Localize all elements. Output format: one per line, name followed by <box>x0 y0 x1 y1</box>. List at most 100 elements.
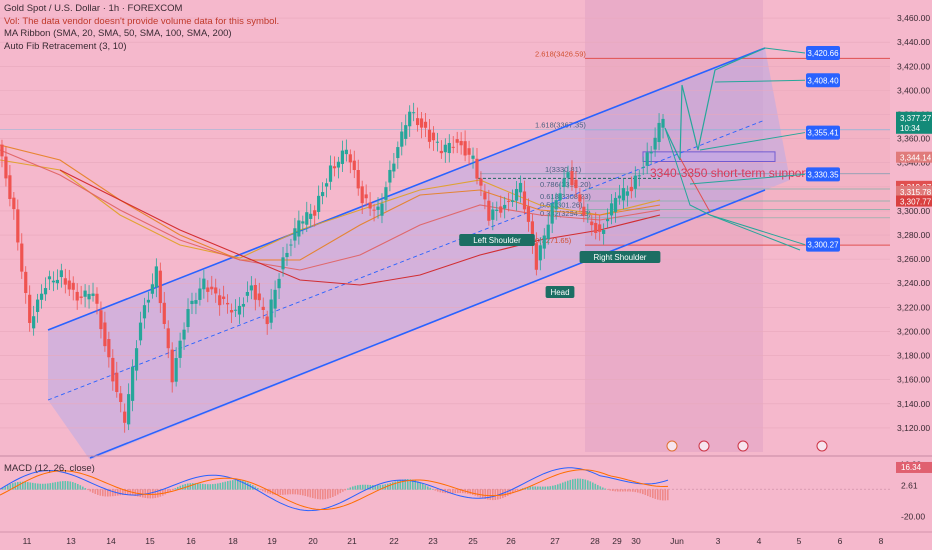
macd-histogram-bar <box>454 489 457 494</box>
candle <box>364 194 368 199</box>
macd-histogram-bar <box>472 489 474 495</box>
candle <box>265 316 269 325</box>
macd-histogram-bar <box>139 489 142 498</box>
x-tick-label: 11 <box>23 536 32 546</box>
macd-histogram-bar <box>652 489 654 499</box>
macd-histogram-bar <box>69 481 72 490</box>
candle <box>178 340 182 358</box>
channel-upper-line <box>47 47 766 331</box>
candle <box>198 288 202 300</box>
candle <box>566 172 570 178</box>
symbol-title[interactable]: Gold Spot / U.S. Dollar · 1h · FOREXCOM <box>4 3 183 14</box>
candle <box>617 195 622 199</box>
target-label: 3,355.41 <box>806 125 840 140</box>
axis-price-text: 3,315.78 <box>900 188 932 197</box>
target-text: 3,408.40 <box>807 76 839 85</box>
sma-50-line <box>0 144 661 261</box>
macd-histogram-bar <box>312 489 314 499</box>
macd-histogram-bar <box>74 482 77 490</box>
x-tick-label: 23 <box>428 536 438 546</box>
fib-level-label: 1.618(3367.35) <box>535 121 586 130</box>
candle <box>281 257 285 270</box>
macd-legend[interactable]: MACD (12, 26, close) <box>4 463 95 474</box>
macd-histogram-bar <box>389 483 392 490</box>
trend-channel-fill <box>48 48 790 460</box>
macd-histogram-bar <box>647 489 649 497</box>
ma-ribbon-legend[interactable]: MA Ribbon (SMA, 20, SMA, 50, SMA, 100, S… <box>4 28 232 39</box>
macd-histogram-bar <box>657 489 659 500</box>
macd-histogram-bar <box>549 486 552 490</box>
macd-histogram-bar <box>167 489 169 494</box>
macd-histogram-bar <box>587 480 589 490</box>
candle <box>111 357 115 382</box>
head-label-text: Head <box>550 288 569 297</box>
macd-histogram-bar <box>439 489 442 493</box>
y-tick-label: 3,120.00 <box>897 423 930 433</box>
candle <box>257 293 261 301</box>
macd-histogram-bar <box>342 489 344 492</box>
candle <box>613 197 618 212</box>
macd-histogram-bar <box>427 486 429 490</box>
candle <box>427 129 432 142</box>
candle <box>621 188 626 201</box>
axis-price-box <box>896 151 932 163</box>
fib-legend[interactable]: Auto Fib Retracement (3, 10) <box>4 40 127 52</box>
candle <box>487 200 491 221</box>
candle <box>491 209 495 220</box>
macd-y-tick: 2.61 <box>901 481 918 491</box>
macd-histogram-bar <box>39 483 42 490</box>
target-arrow <box>764 47 806 54</box>
x-tick-label: Jun <box>670 536 684 546</box>
macd-histogram-bar <box>629 489 632 492</box>
candle <box>83 290 87 297</box>
candle <box>431 132 436 141</box>
target-label: 3,330.35 <box>806 167 840 182</box>
macd-histogram-bar <box>79 485 82 490</box>
macd-histogram-bar <box>229 480 232 490</box>
macd-histogram-bar <box>37 483 39 490</box>
candle <box>47 276 52 280</box>
candle <box>514 188 519 201</box>
macd-histogram-bar <box>597 485 599 490</box>
candle <box>356 170 360 189</box>
right-shoulder-label-text: Right Shoulder <box>594 253 647 262</box>
target-label: 3,420.66 <box>806 46 840 61</box>
macd-histogram-bar <box>407 479 409 490</box>
candle <box>12 197 16 210</box>
candle <box>443 144 447 153</box>
macd-histogram-bar <box>109 489 112 497</box>
macd-histogram-bar <box>239 480 242 490</box>
macd-histogram-bar <box>237 479 239 490</box>
macd-histogram-bar <box>154 489 157 499</box>
macd-histogram-bar <box>92 489 94 493</box>
macd-histogram-bar <box>29 482 32 490</box>
x-tick-label: 26 <box>506 536 516 546</box>
macd-histogram-bar <box>159 489 162 497</box>
candle <box>324 183 329 187</box>
candle <box>91 293 95 296</box>
candle <box>261 306 265 310</box>
target-box <box>806 125 840 140</box>
candle <box>301 221 305 224</box>
y-tick-label: 3,220.00 <box>897 302 930 312</box>
candle <box>522 191 527 210</box>
macd-histogram-bar <box>107 489 109 497</box>
y-tick-label: 3,300.00 <box>897 206 930 216</box>
macd-value-text: 16.34 <box>901 463 922 472</box>
x-tick-label: 6 <box>838 536 843 546</box>
macd-histogram-bar <box>429 487 432 490</box>
macd-line <box>0 467 669 512</box>
candle <box>392 163 396 172</box>
macd-histogram-bar <box>582 478 584 490</box>
target-arrow <box>709 214 806 246</box>
macd-histogram-bar <box>82 486 84 490</box>
candle <box>495 209 499 211</box>
candle <box>447 142 451 154</box>
macd-histogram-bar <box>637 489 639 493</box>
x-tick-label: 4 <box>757 536 762 546</box>
macd-histogram-bar <box>654 489 657 499</box>
macd-histogram-bar <box>639 489 642 494</box>
macd-histogram-bar <box>479 489 482 498</box>
